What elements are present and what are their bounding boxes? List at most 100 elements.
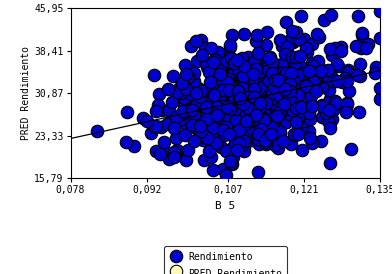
Rendimiento (345, 71, 351, 75)
Rendimiento (225, 76, 231, 81)
Rendimiento (279, 76, 286, 81)
Rendimiento (258, 127, 264, 131)
Rendimiento (308, 94, 314, 98)
Rendimiento (241, 144, 247, 149)
Rendimiento (263, 70, 270, 75)
Rendimiento (292, 105, 298, 109)
Rendimiento (241, 81, 247, 85)
Rendimiento (289, 59, 295, 64)
Rendimiento (256, 117, 263, 122)
Rendimiento (214, 97, 221, 101)
Rendimiento (281, 102, 287, 106)
Rendimiento (268, 79, 274, 83)
Rendimiento (171, 126, 178, 130)
Rendimiento (324, 73, 330, 77)
Rendimiento (236, 143, 243, 147)
Rendimiento (229, 72, 235, 76)
Rendimiento (178, 84, 184, 88)
Rendimiento (327, 121, 333, 125)
Rendimiento (295, 115, 301, 120)
Rendimiento (258, 114, 264, 119)
Rendimiento (249, 72, 256, 76)
Rendimiento (211, 93, 218, 98)
Rendimiento (289, 29, 295, 33)
Rendimiento (301, 37, 307, 41)
Rendimiento (323, 79, 329, 84)
Rendimiento (245, 55, 251, 59)
Rendimiento (252, 105, 258, 110)
Rendimiento (220, 125, 227, 129)
Rendimiento (282, 109, 288, 114)
Rendimiento (152, 109, 159, 113)
Rendimiento (357, 62, 363, 66)
Rendimiento (208, 110, 214, 114)
Rendimiento (268, 132, 274, 136)
Rendimiento (263, 97, 270, 101)
Rendimiento (212, 56, 218, 61)
Rendimiento (131, 144, 138, 148)
Rendimiento (283, 105, 289, 109)
Rendimiento (269, 115, 275, 119)
Rendimiento (205, 69, 212, 74)
Rendimiento (181, 96, 188, 100)
Rendimiento (191, 139, 197, 144)
Rendimiento (221, 54, 227, 58)
Rendimiento (286, 112, 292, 116)
Rendimiento (334, 79, 340, 84)
Rendimiento (203, 135, 209, 139)
Rendimiento (203, 61, 209, 65)
Rendimiento (229, 119, 235, 124)
Rendimiento (318, 102, 325, 107)
Rendimiento (185, 148, 191, 152)
Rendimiento (262, 137, 268, 142)
Rendimiento (261, 76, 267, 80)
Rendimiento (263, 142, 269, 146)
Rendimiento (263, 132, 269, 136)
Rendimiento (217, 64, 223, 69)
Rendimiento (272, 87, 278, 91)
Rendimiento (344, 79, 350, 83)
Rendimiento (159, 108, 165, 112)
Rendimiento (250, 95, 257, 99)
Rendimiento (217, 126, 223, 131)
Rendimiento (319, 115, 325, 119)
Rendimiento (354, 73, 360, 77)
Rendimiento (318, 104, 325, 109)
Rendimiento (298, 13, 304, 18)
Rendimiento (272, 102, 278, 107)
Rendimiento (262, 140, 269, 144)
Rendimiento (229, 33, 235, 37)
Rendimiento (230, 95, 237, 100)
Rendimiento (269, 59, 275, 64)
Rendimiento (223, 173, 229, 177)
Rendimiento (239, 86, 245, 90)
Rendimiento (310, 64, 316, 68)
Rendimiento (253, 67, 260, 71)
Rendimiento (180, 109, 186, 113)
Rendimiento (245, 106, 251, 110)
Rendimiento (227, 105, 234, 109)
Rendimiento (174, 90, 180, 94)
Rendimiento (220, 87, 226, 92)
Rendimiento (212, 91, 219, 96)
Rendimiento (241, 32, 248, 36)
Rendimiento (212, 60, 218, 64)
Rendimiento (258, 101, 264, 105)
Rendimiento (377, 86, 383, 90)
Rendimiento (314, 74, 320, 78)
Rendimiento (194, 59, 200, 64)
Rendimiento (244, 92, 250, 97)
Rendimiento (284, 46, 290, 51)
Rendimiento (285, 90, 291, 94)
Rendimiento (280, 80, 286, 84)
Rendimiento (196, 134, 203, 138)
Rendimiento (254, 101, 261, 106)
Rendimiento (183, 72, 190, 76)
Rendimiento (258, 75, 264, 79)
Rendimiento (241, 95, 247, 100)
Rendimiento (287, 89, 293, 93)
Rendimiento (223, 149, 229, 153)
Rendimiento (257, 109, 263, 113)
Rendimiento (247, 73, 253, 78)
Rendimiento (289, 82, 296, 86)
